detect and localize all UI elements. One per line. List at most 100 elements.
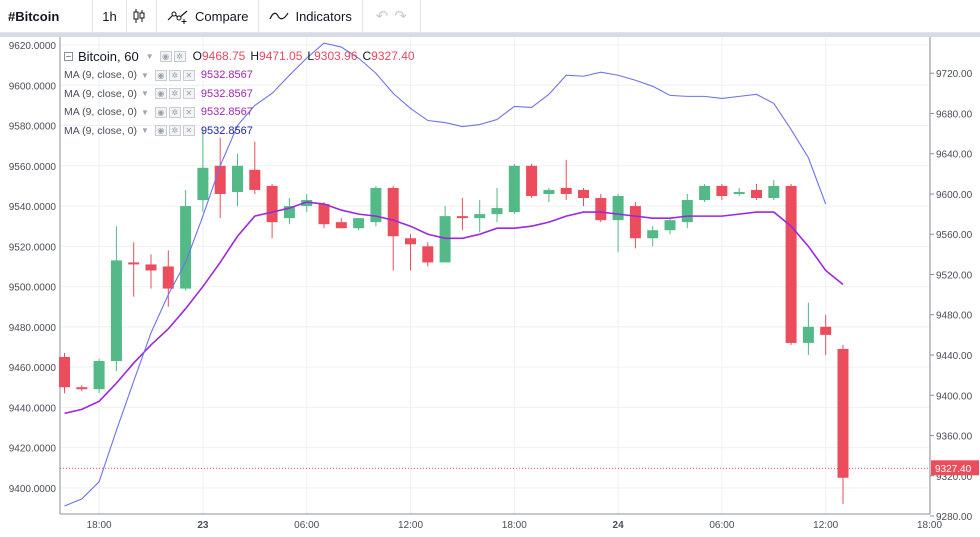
candle-body bbox=[76, 387, 88, 390]
candle-up bbox=[802, 302, 814, 355]
candle-down bbox=[595, 193, 607, 223]
compare-icon bbox=[167, 10, 188, 24]
eye-icon[interactable]: ◉ bbox=[154, 106, 167, 118]
last-price-layer: 9327.40 bbox=[60, 460, 979, 476]
undo-icon[interactable]: ↶ bbox=[375, 8, 389, 25]
candle-body bbox=[353, 218, 365, 229]
right-axis-tick-label: 9360.00 bbox=[936, 432, 973, 443]
indicators-icon bbox=[269, 12, 289, 20]
candle-body bbox=[699, 185, 711, 201]
settings-icon[interactable]: ✲ bbox=[168, 125, 181, 137]
close-icon[interactable]: ✕ bbox=[182, 88, 195, 100]
time-axis-label: 18:00 bbox=[502, 520, 527, 531]
series-title: Bitcoin, 60 bbox=[78, 48, 139, 64]
indicator-legend-row[interactable]: MA (9, close, 0) ▼ ◉ ✲ ✕ 9532.8567 bbox=[64, 66, 415, 85]
candle-body bbox=[405, 238, 416, 245]
left-axis-tick-label: 9440.0000 bbox=[9, 403, 57, 414]
chevron-down-icon[interactable]: ▼ bbox=[140, 107, 149, 117]
chevron-down-icon[interactable]: ▼ bbox=[140, 89, 149, 99]
close-icon[interactable]: ✕ bbox=[182, 106, 195, 118]
candle-body bbox=[716, 185, 728, 196]
price-chart[interactable]: 9620.0000 9600.0000 9580.0000 9560.0000 9540… bbox=[0, 37, 980, 537]
left-axis-tick-label: 9540.0000 bbox=[9, 202, 57, 213]
indicator-legend-row[interactable]: MA (9, close, 0) ▼ ◉ ✲ ✕ 9532.8567 bbox=[64, 103, 415, 122]
candle-body bbox=[681, 200, 693, 223]
candle-body bbox=[612, 196, 624, 221]
candle-down bbox=[76, 385, 88, 392]
eye-icon[interactable]: ◉ bbox=[159, 50, 172, 62]
candle-up bbox=[699, 183, 711, 203]
candle-body bbox=[456, 216, 468, 219]
symbol-search-button[interactable]: #Bitcoin bbox=[0, 0, 93, 33]
candle-body bbox=[370, 187, 382, 223]
indicator-legend-row[interactable]: MA (9, close, 0) ▼ ◉ ✲ ✕ 9532.8567 bbox=[64, 85, 415, 104]
candle-body bbox=[768, 185, 780, 199]
indicator-name: MA (9, close, 0) bbox=[64, 124, 137, 137]
right-axis-tick-label: 9560.00 bbox=[936, 230, 973, 241]
series-legend-row: Bitcoin, 60 ▼ ◉ ✲ O 9468.75 H 9471.05 L 930… bbox=[64, 46, 415, 66]
chevron-down-icon[interactable]: ▼ bbox=[140, 126, 149, 136]
candle-down bbox=[335, 218, 347, 229]
interval-button[interactable]: 1h bbox=[93, 0, 127, 33]
collapse-legend-icon[interactable] bbox=[64, 51, 73, 61]
close-icon[interactable]: ✕ bbox=[182, 125, 195, 137]
chevron-down-icon[interactable]: ▼ bbox=[145, 51, 154, 61]
settings-icon[interactable]: ✲ bbox=[168, 106, 181, 118]
candle-body bbox=[249, 169, 261, 190]
indicator-name: MA (9, close, 0) bbox=[64, 106, 137, 119]
left-axis-tick-label: 9420.0000 bbox=[9, 444, 57, 455]
last-price-label: 9327.40 bbox=[935, 464, 972, 475]
time-axis-label: 24 bbox=[613, 520, 625, 531]
candle-up bbox=[197, 129, 209, 213]
indicators-button[interactable]: Indicators bbox=[259, 0, 363, 33]
compare-button[interactable]: Compare bbox=[157, 0, 260, 33]
right-axis-tick-label: 9680.00 bbox=[936, 109, 973, 120]
right-axis-tick-label: 9480.00 bbox=[936, 311, 973, 322]
eye-icon[interactable]: ◉ bbox=[154, 88, 167, 100]
right-axis-tick-label: 9640.00 bbox=[936, 150, 973, 161]
eye-icon[interactable]: ◉ bbox=[154, 69, 167, 81]
right-axis-tick-label: 9280.00 bbox=[936, 512, 973, 523]
eye-icon[interactable]: ◉ bbox=[154, 125, 167, 137]
left-axis-tick-label: 9500.0000 bbox=[9, 283, 57, 294]
left-axis-tick-label: 9480.0000 bbox=[9, 323, 57, 334]
chart-style-button[interactable] bbox=[127, 0, 157, 33]
candle-body bbox=[214, 165, 226, 194]
candle-down bbox=[629, 202, 641, 249]
candle-body bbox=[59, 357, 70, 388]
indicator-legend-row[interactable]: MA (9, close, 0) ▼ ◉ ✲ ✕ 9532.8567 bbox=[64, 122, 415, 141]
candle-down bbox=[128, 242, 140, 297]
redo-icon[interactable]: ↷ bbox=[394, 8, 407, 25]
candle-up bbox=[370, 185, 382, 227]
candle-down bbox=[578, 187, 589, 207]
candle-down bbox=[716, 183, 728, 201]
close-icon[interactable]: ✕ bbox=[182, 69, 195, 81]
candle-down bbox=[526, 163, 538, 199]
last-price-badge bbox=[931, 460, 979, 476]
right-axis-tick-label: 9520.00 bbox=[936, 270, 973, 281]
candle-up bbox=[110, 226, 122, 372]
right-price-axis: 9720.00 9680.00 9640.00 9600.00 9560.00 9520.… bbox=[929, 37, 973, 523]
chevron-down-icon[interactable]: ▼ bbox=[140, 70, 149, 80]
right-axis-tick-label: 9320.00 bbox=[936, 472, 973, 483]
candle-up bbox=[768, 179, 780, 201]
candles-layer bbox=[59, 129, 849, 504]
candle-up bbox=[491, 187, 503, 223]
left-axis-tick-label: 9580.0000 bbox=[9, 122, 57, 133]
candle-body bbox=[595, 198, 607, 221]
settings-icon[interactable]: ✲ bbox=[173, 50, 186, 62]
candle-down bbox=[785, 183, 797, 345]
candle-down bbox=[145, 254, 157, 289]
candle-body bbox=[751, 189, 762, 199]
indicator-value: 9532.8567 bbox=[200, 69, 253, 82]
candle-down bbox=[387, 185, 399, 271]
settings-icon[interactable]: ✲ bbox=[168, 88, 181, 100]
candle-body bbox=[647, 230, 659, 239]
symbol-label: #Bitcoin bbox=[8, 8, 60, 24]
candle-body bbox=[837, 348, 849, 478]
candle-body bbox=[283, 206, 295, 219]
moving-averages-layer bbox=[64, 42, 844, 507]
ohlc-high-value: 9471.05 bbox=[259, 49, 303, 63]
settings-icon[interactable]: ✲ bbox=[168, 69, 181, 81]
candle-body bbox=[162, 266, 174, 289]
